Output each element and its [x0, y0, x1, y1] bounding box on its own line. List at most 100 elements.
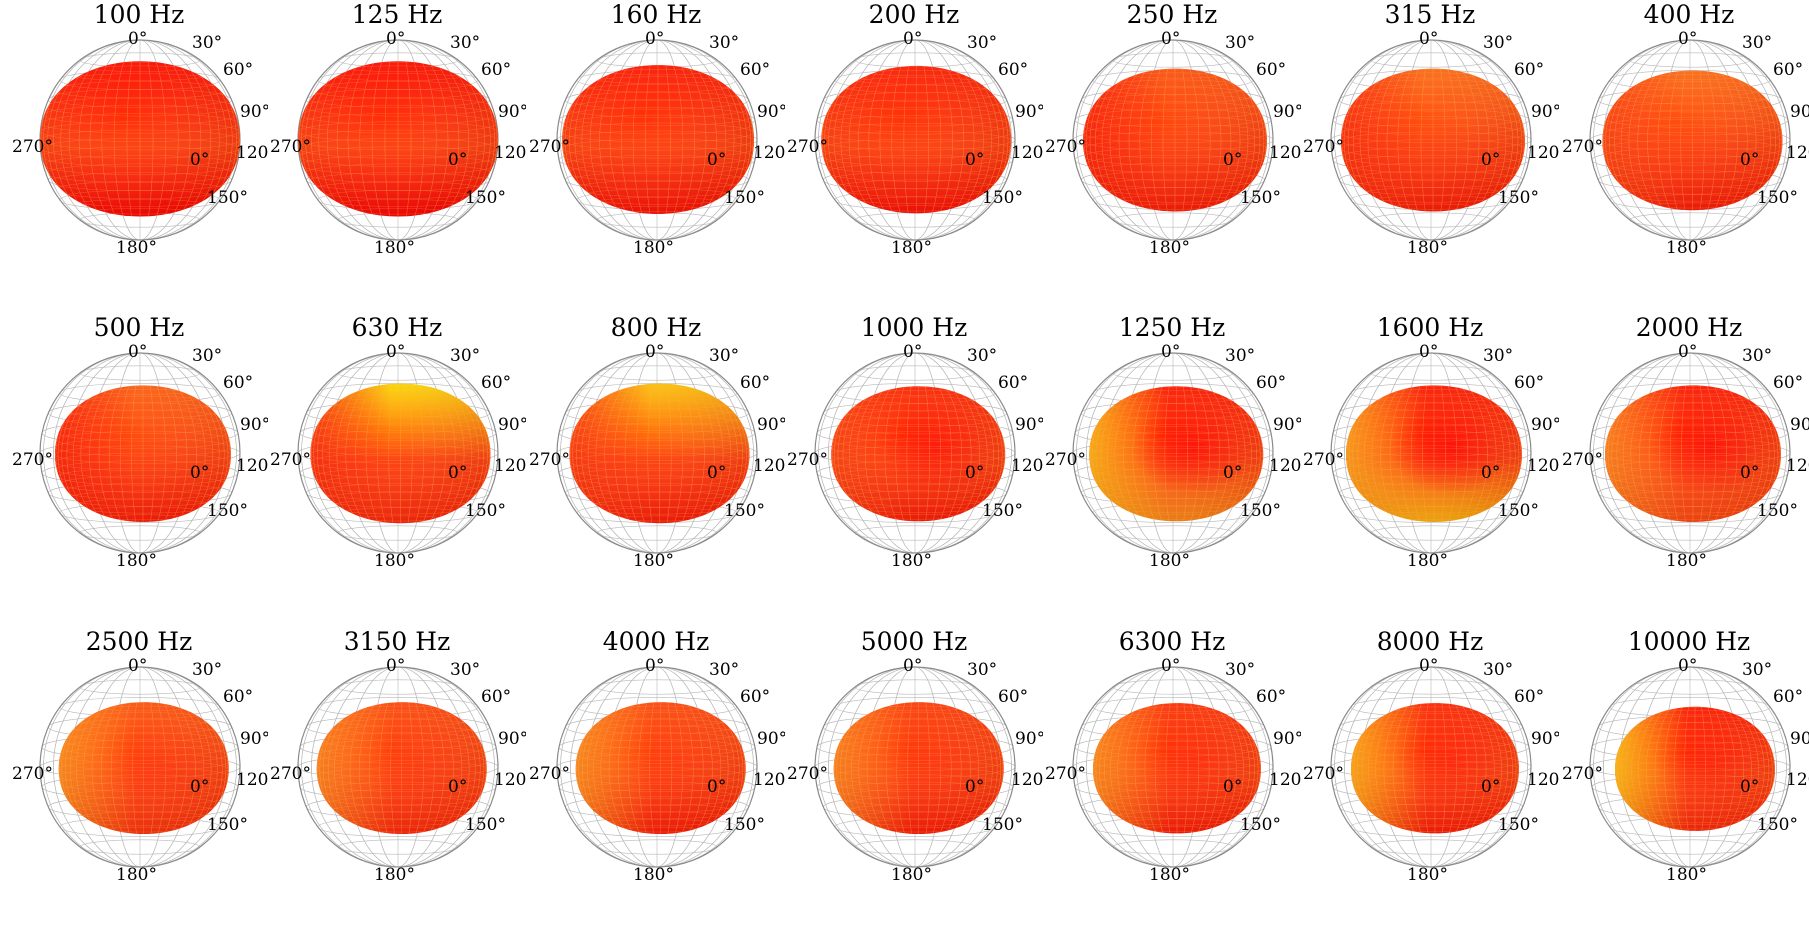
angle-label-center: 0° — [448, 150, 467, 170]
angle-label-90: 90° — [757, 415, 785, 435]
balloon-plot: 0° 30°60° 90° 120° 150° 180° 270° 0° — [787, 657, 1043, 885]
panel-title: 5000 Hz — [860, 627, 968, 656]
angle-label-90: 90° — [1015, 729, 1043, 749]
angle-label-30: 30° — [1483, 33, 1513, 53]
angle-label-top: 0° — [386, 30, 405, 49]
balloon-plot: 0° 30°60° 90° 120° 150° 180° 270° 0° — [270, 657, 526, 885]
angle-label-90: 90° — [1273, 102, 1301, 122]
balloon-plot: 0° 30°60° 90° 120° 150° 180° 270° 0° — [787, 343, 1043, 571]
angle-label-270: 270° — [12, 137, 53, 157]
angle-label-90: 90° — [1273, 415, 1301, 435]
angle-label-150: 150° — [207, 815, 248, 835]
angle-label-120: 120° — [1269, 456, 1301, 476]
angle-label-180: 180° — [633, 238, 674, 258]
angle-label-270: 270° — [1562, 137, 1603, 157]
angle-label-center: 0° — [1481, 463, 1500, 483]
angle-label-top: 0° — [1161, 657, 1180, 676]
balloon-plot: 0° 30°60° 90° 120° 150° 180° 270° 0° — [1045, 657, 1301, 885]
angle-label-top: 0° — [645, 343, 664, 362]
balloon-panel: 100 Hz0°30°60°90°120°150°180°270°0° — [10, 0, 268, 300]
angle-label-150: 150° — [1498, 815, 1539, 835]
angle-label-120: 120° — [753, 143, 785, 163]
angle-label-center: 0° — [1740, 777, 1759, 797]
angle-label-150: 150° — [465, 501, 506, 521]
angle-label-center: 0° — [707, 150, 726, 170]
angle-label-180: 180° — [116, 865, 157, 885]
balloon-panel: 630 Hz0°30°60°90°120°150°180°270°0° — [268, 313, 526, 613]
angle-label-180: 180° — [1407, 865, 1448, 885]
angle-label-270: 270° — [787, 450, 828, 470]
angle-label-top: 0° — [903, 343, 922, 362]
angle-label-150: 150° — [1757, 188, 1798, 208]
angle-label-90: 90° — [1790, 729, 1809, 749]
balloon-plot: 0° 30°60° 90° 120° 150° 180° 270° 0° — [787, 30, 1043, 258]
angle-label-top: 0° — [903, 30, 922, 49]
balloon-panel: 500 Hz0°30°60°90°120°150°180°270°0° — [10, 313, 268, 613]
panel-title: 2500 Hz — [85, 627, 193, 656]
panel-title: 500 Hz — [93, 313, 185, 342]
balloon-plot: 0° 30°60° 90° 120° 150° 180° 270° 0° — [529, 343, 785, 571]
balloon-panel: 200 Hz0°30°60°90°120°150°180°270°0° — [785, 0, 1043, 300]
angle-label-top: 0° — [1419, 343, 1438, 362]
angle-label-30: 30° — [967, 33, 997, 53]
angle-label-60: 60° — [998, 687, 1028, 707]
panel-title: 160 Hz — [610, 0, 702, 29]
directivity-surface — [1346, 385, 1522, 522]
balloon-panel: 5000 Hz0°30°60°90°120°150°180°270°0° — [785, 627, 1043, 927]
angle-label-180: 180° — [891, 551, 932, 571]
angle-label-30: 30° — [450, 660, 480, 680]
balloon-panel: 2000 Hz0°30°60°90°120°150°180°270°0° — [1560, 313, 1809, 613]
panel-title: 4000 Hz — [602, 627, 710, 656]
angle-label-60: 60° — [1256, 687, 1286, 707]
balloon-plot: 0° 30°60° 90° 120° 150° 180° 270° 0° — [1303, 30, 1559, 258]
angle-label-center: 0° — [965, 777, 984, 797]
panel-title: 125 Hz — [351, 0, 443, 29]
angle-label-center: 0° — [1481, 150, 1500, 170]
angle-label-150: 150° — [1240, 815, 1281, 835]
directivity-surface — [562, 64, 754, 214]
angle-label-top: 0° — [645, 657, 664, 676]
angle-label-top: 0° — [645, 30, 664, 49]
angle-label-90: 90° — [240, 102, 268, 122]
angle-label-60: 60° — [740, 687, 770, 707]
balloon-plot: 0° 30°60° 90° 120° 150° 180° 270° 0° — [12, 343, 268, 571]
angle-label-top: 0° — [1419, 657, 1438, 676]
balloon-panel: 8000 Hz0°30°60°90°120°150°180°270°0° — [1301, 627, 1559, 927]
directivity-surface — [1602, 70, 1783, 211]
panel-title: 400 Hz — [1643, 0, 1735, 29]
balloon-plot: 0° 30°60° 90° 120° 150° 180° 270° 0° — [1562, 657, 1809, 885]
directivity-surface — [1605, 385, 1781, 522]
angle-label-center: 0° — [1223, 150, 1242, 170]
directivity-surface — [1341, 68, 1525, 212]
angle-label-180: 180° — [1149, 238, 1190, 258]
angle-label-120: 120° — [236, 770, 268, 790]
angle-label-90: 90° — [498, 729, 526, 749]
angle-label-180: 180° — [374, 551, 415, 571]
panel-title: 10000 Hz — [1627, 627, 1751, 656]
angle-label-60: 60° — [223, 373, 253, 393]
angle-label-120: 120° — [1786, 143, 1809, 163]
angle-label-180: 180° — [633, 865, 674, 885]
angle-label-90: 90° — [757, 102, 785, 122]
angle-label-30: 30° — [967, 660, 997, 680]
angle-label-270: 270° — [1303, 764, 1344, 784]
angle-label-150: 150° — [1498, 501, 1539, 521]
angle-label-150: 150° — [207, 501, 248, 521]
panel-title: 800 Hz — [610, 313, 702, 342]
angle-label-180: 180° — [116, 551, 157, 571]
panel-title: 3150 Hz — [343, 627, 451, 656]
angle-label-60: 60° — [1514, 373, 1544, 393]
directivity-surface — [1089, 386, 1264, 522]
panel-title: 1250 Hz — [1118, 313, 1226, 342]
balloon-panel: 400 Hz0°30°60°90°120°150°180°270°0° — [1560, 0, 1809, 300]
balloon-panel: 3150 Hz0°30°60°90°120°150°180°270°0° — [268, 627, 526, 927]
angle-label-top: 0° — [386, 657, 405, 676]
balloon-plot: 0° 30°60° 90° 120° 150° 180° 270° 0° — [12, 657, 268, 885]
angle-label-30: 30° — [967, 346, 997, 366]
angle-label-center: 0° — [1223, 777, 1242, 797]
balloon-panel: 6300 Hz0°30°60°90°120°150°180°270°0° — [1043, 627, 1301, 927]
balloon-plot: 0° 30°60° 90° 120° 150° 180° 270° 0° — [1045, 30, 1301, 258]
angle-label-60: 60° — [1256, 60, 1286, 80]
panel-title: 100 Hz — [93, 0, 185, 29]
angle-label-30: 30° — [1225, 33, 1255, 53]
